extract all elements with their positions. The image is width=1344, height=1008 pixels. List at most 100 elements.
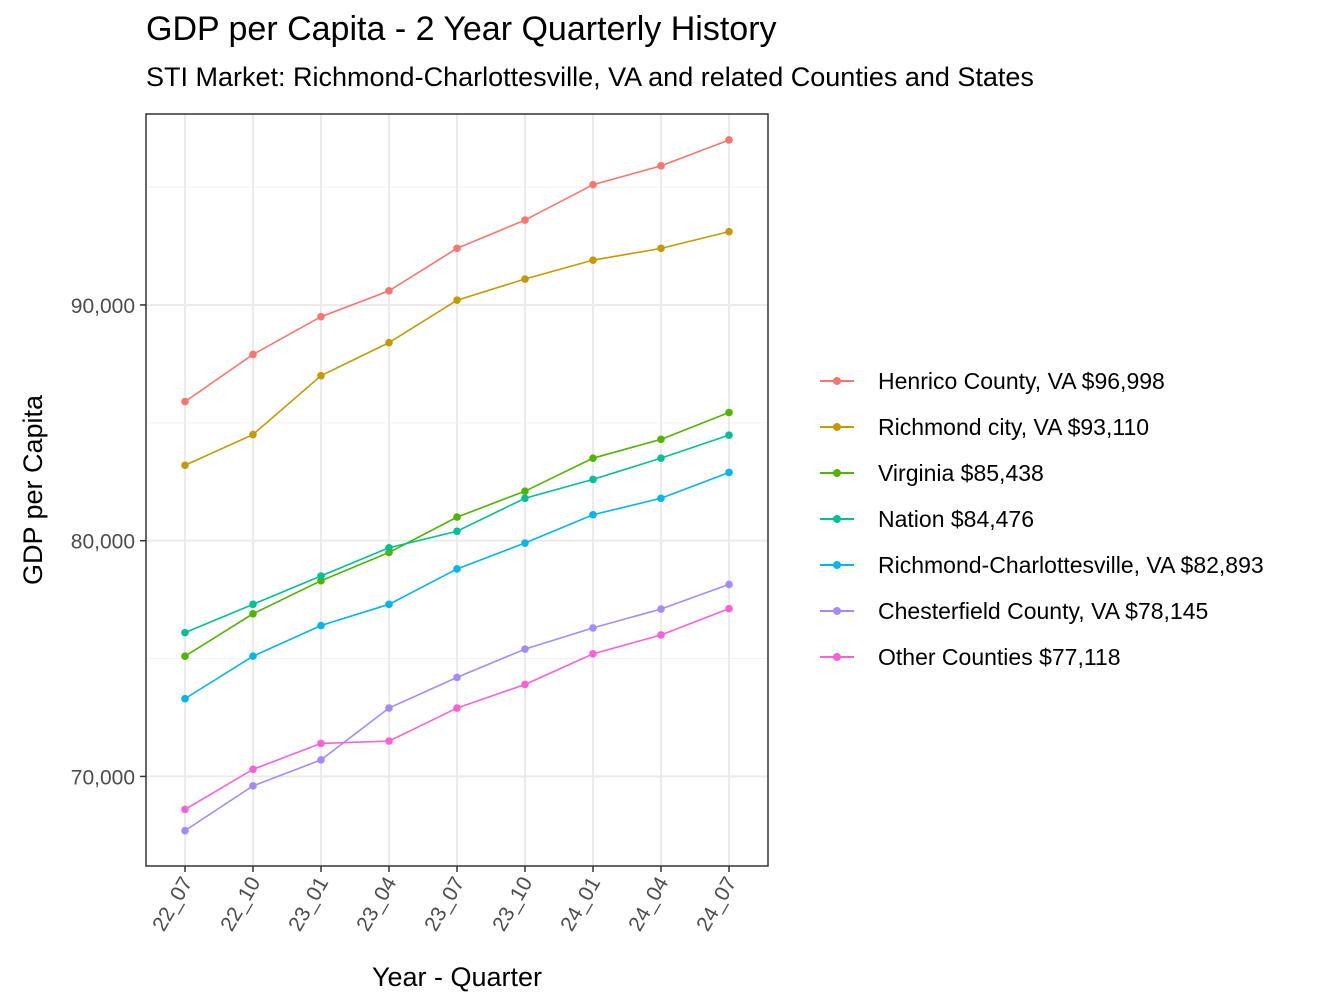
data-point [181,461,189,470]
data-point [181,805,189,814]
legend-key [818,358,856,404]
data-point [453,673,461,682]
data-point [385,704,393,712]
x-tick-label: 23_07 [420,873,469,935]
data-point [249,350,257,359]
data-point [453,513,461,521]
data-point [589,180,597,189]
legend-label: Nation $84,476 [878,505,1035,532]
legend-key-dot [833,607,841,615]
x-tick-label: 23_04 [352,873,401,935]
data-point [725,431,733,439]
data-point [521,487,529,495]
data-point [181,694,189,703]
data-point [725,408,733,417]
data-point [249,652,257,660]
legend-item: Chesterfield County, VA $78,145 [818,588,1264,634]
x-tick-label: 23_10 [488,873,537,935]
data-point [317,572,325,580]
data-point [657,244,665,253]
x-tick-label: 22_07 [148,873,197,935]
legend-key [818,634,856,680]
y-tick-label: 80,000 [71,531,135,554]
x-tick-label: 23_01 [284,873,333,935]
legend-label: Henrico County, VA $96,998 [878,367,1165,394]
data-point [453,527,461,536]
data-point [181,826,189,835]
data-point [453,296,461,305]
data-point [521,494,529,503]
data-point [589,256,597,264]
legend-item: Richmond city, VA $93,110 [818,404,1264,450]
x-tick-label: 24_04 [624,873,673,935]
legend-item: Virginia $85,438 [818,450,1264,496]
data-point [453,244,461,253]
legend-item: Nation $84,476 [818,496,1264,542]
data-point [317,621,325,630]
y-axis-title: GDP per Capita [18,394,48,585]
y-tick-label: 90,000 [71,295,135,318]
legend-key [818,450,856,496]
chart-title: GDP per Capita - 2 Year Quarterly Histor… [146,10,777,48]
data-point [589,510,597,519]
legend-item: Richmond-Charlottesville, VA $82,893 [818,542,1264,588]
data-point [181,652,189,660]
data-point [521,645,529,653]
legend-label: Other Counties $77,118 [878,643,1121,670]
legend-item: Henrico County, VA $96,998 [818,358,1264,404]
data-point [657,494,665,503]
data-point [589,624,597,632]
data-point [317,371,325,380]
data-point [657,454,665,462]
legend-key-dot [833,423,841,431]
data-point [521,216,529,224]
x-tick-label: 22_10 [216,873,265,935]
legend-key-dot [833,469,841,477]
data-point [249,600,257,609]
x-tick-label: 24_07 [692,873,741,935]
data-point [725,468,733,477]
data-point [521,680,529,689]
legend-key-dot [833,377,841,385]
data-point [249,609,257,618]
legend-key-dot [833,515,841,523]
data-point [521,539,529,547]
data-point [385,287,393,295]
legend-item: Other Counties $77,118 [818,634,1264,680]
data-point [249,765,257,774]
data-point [385,600,393,609]
data-point [589,454,597,462]
data-point [385,543,393,552]
legend-key-dot [833,653,841,661]
legend-key [818,588,856,634]
y-tick-label: 70,000 [71,766,135,789]
chart-subtitle: STI Market: Richmond-Charlottesville, VA… [146,62,1034,92]
data-point [385,338,393,347]
x-tick-label: 24_01 [556,873,605,935]
data-point [521,275,529,283]
data-point [725,580,733,589]
data-point [725,227,733,236]
legend-label: Richmond-Charlottesville, VA $82,893 [878,551,1264,578]
data-point [181,628,189,637]
legend-label: Chesterfield County, VA $78,145 [878,597,1209,624]
data-point [385,737,393,745]
data-point [657,605,665,613]
data-point [181,397,189,406]
legend-key [818,542,856,588]
data-point [589,475,597,484]
data-point [317,312,325,321]
data-point [657,631,665,639]
data-point [249,782,257,790]
legend: Henrico County, VA $96,998 Richmond city,… [818,358,1264,680]
data-point [317,756,325,764]
data-point [453,565,461,573]
data-point [657,435,665,444]
data-point [725,604,733,613]
x-axis-title: Year - Quarter [372,962,542,992]
legend-key [818,496,856,542]
data-point [453,704,461,712]
data-point [317,739,325,748]
data-point [657,162,665,170]
